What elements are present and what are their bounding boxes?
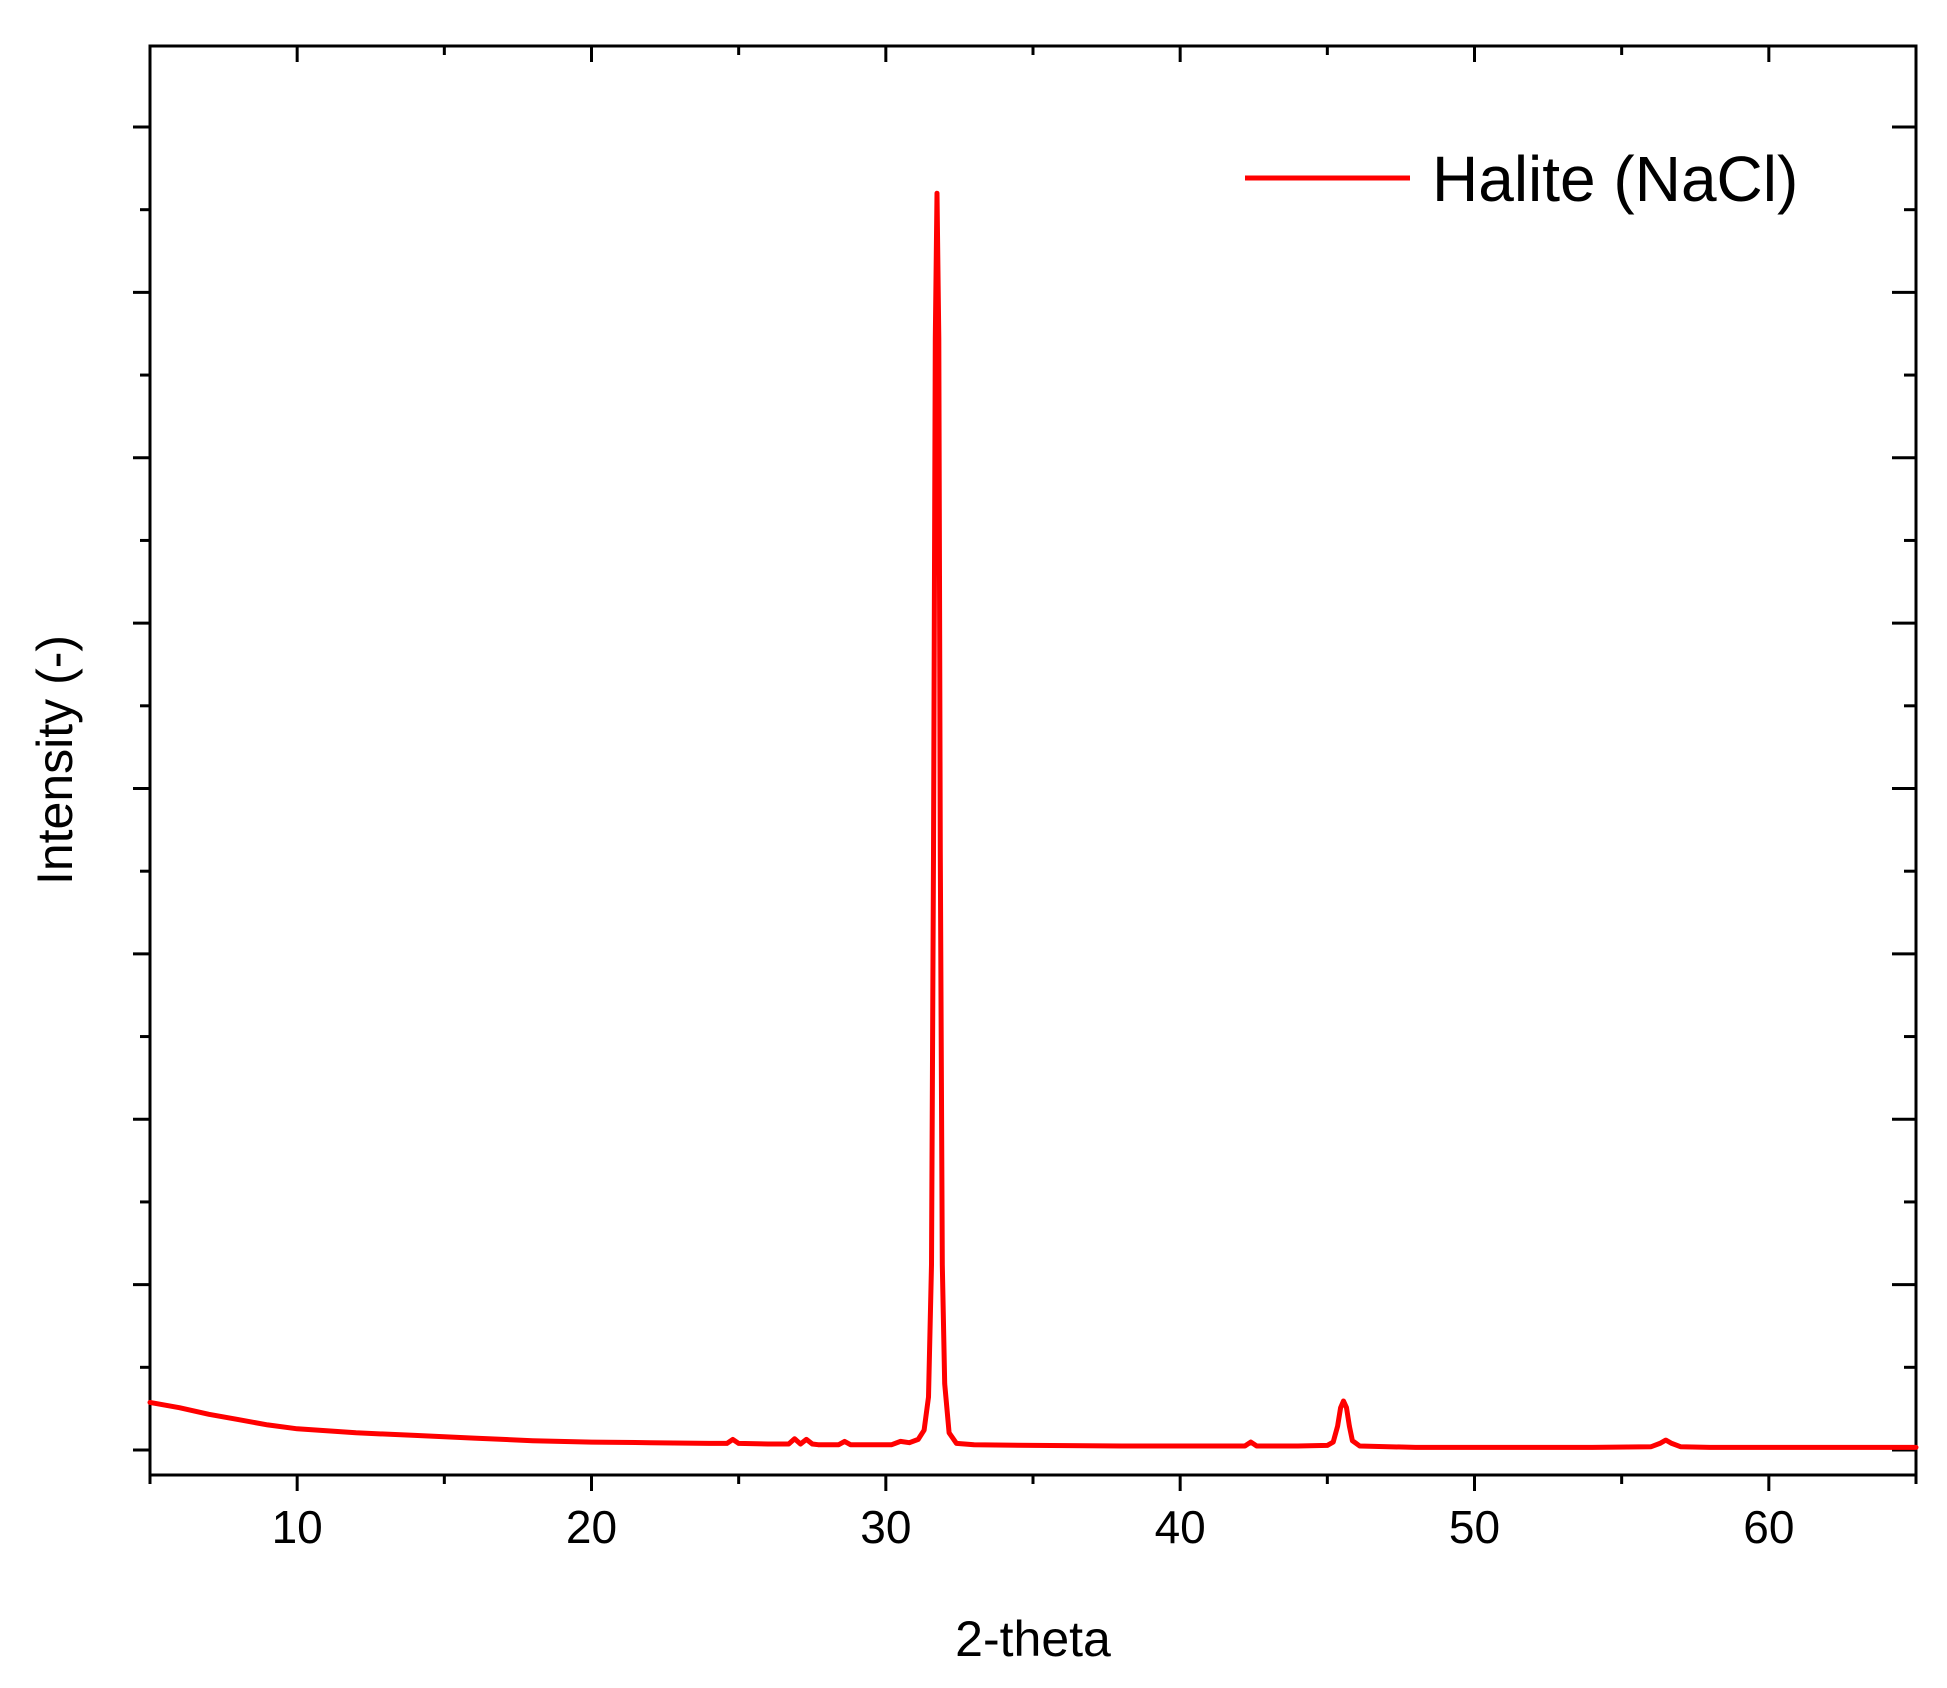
x-tick-labels: 10 20 30 40 50 60 bbox=[272, 1501, 1795, 1553]
series-line bbox=[147, 190, 1919, 1450]
x-tick-label: 20 bbox=[566, 1501, 617, 1553]
ticks-layer bbox=[133, 46, 1918, 1491]
series-layer bbox=[147, 190, 1919, 1450]
x-tick-label: 10 bbox=[272, 1501, 323, 1553]
x-tick-label: 60 bbox=[1743, 1501, 1794, 1553]
legend: Halite (NaCl) bbox=[1245, 143, 1798, 215]
x-tick-label: 40 bbox=[1155, 1501, 1206, 1553]
legend-label: Halite (NaCl) bbox=[1432, 143, 1798, 215]
x-tick-label: 50 bbox=[1449, 1501, 1500, 1553]
x-tick-label: 30 bbox=[860, 1501, 911, 1553]
x-axis-title: 2-theta bbox=[955, 1611, 1111, 1667]
plot-frame bbox=[148, 44, 1918, 1477]
y-axis-title: Intensity (-) bbox=[27, 635, 83, 885]
